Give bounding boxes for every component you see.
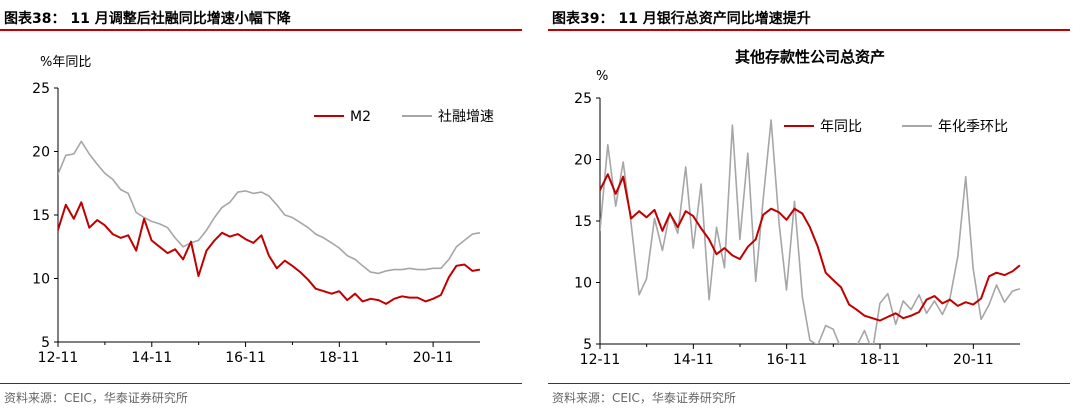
- y-axis-unit-label: %: [596, 69, 608, 84]
- y-tick-label: 25: [32, 81, 50, 97]
- x-tick-label: 18-11: [319, 350, 360, 366]
- x-tick-label: 18-11: [860, 352, 901, 368]
- figure-title: 图表39： 11 月银行总资产同比增速提升: [552, 11, 811, 27]
- source-divider: [548, 383, 1070, 384]
- y-tick-label: 10: [574, 276, 592, 292]
- figure-title: 图表38： 11 月调整后社融同比增速小幅下降: [4, 11, 291, 27]
- chart-title: 其他存款性公司总资产: [735, 48, 885, 66]
- x-tick-label: 12-11: [38, 350, 79, 366]
- y-tick-label: 20: [574, 153, 592, 169]
- x-tick-label: 20-11: [953, 352, 994, 368]
- series-line-M2: [58, 201, 481, 305]
- y-tick-label: 25: [574, 91, 592, 107]
- figure-38-panel: 图表38： 11 月调整后社融同比增速小幅下降 %年同比 5 10 15 20 25 12-…: [0, 0, 530, 416]
- legend-label: 社融增速: [438, 109, 494, 125]
- source-divider: [0, 383, 522, 384]
- y-tick-label: 5: [41, 335, 50, 351]
- y-tick-label: 15: [574, 214, 592, 230]
- x-tick-label: 20-11: [413, 350, 454, 366]
- x-tick-label: 14-11: [673, 352, 714, 368]
- series-line-年化季环比: [600, 119, 1021, 344]
- title-divider: [0, 29, 522, 31]
- y-axis-unit-label: %年同比: [40, 55, 91, 70]
- m2-social-financing-chart: %年同比 5 10 15 20 25 12-11 14-11 16-11 18-11 20-11 M2…: [32, 55, 494, 366]
- legend-label: 年化季环比: [938, 119, 1008, 135]
- x-tick-label: 16-11: [225, 350, 266, 366]
- figure-39-panel: 图表39： 11 月银行总资产同比增速提升 其他存款性公司总资产% 5 10 15 20…: [548, 0, 1078, 416]
- y-tick-label: 10: [32, 272, 50, 288]
- source-note: 资料来源：CEIC，华泰证券研究所: [552, 391, 736, 405]
- y-tick-label: 15: [32, 208, 50, 224]
- x-tick-label: 14-11: [131, 350, 172, 366]
- y-tick-label: 20: [32, 145, 50, 161]
- source-note: 资料来源：CEIC，华泰证券研究所: [4, 391, 188, 405]
- x-tick-label: 16-11: [766, 352, 807, 368]
- series-line-社融增速: [58, 140, 481, 275]
- bank-total-assets-chart: 其他存款性公司总资产% 5 10 15 20 25 12-11 14-11 16-11 18-11…: [574, 48, 1021, 368]
- legend-label: M2: [350, 109, 371, 125]
- title-divider: [548, 29, 1070, 31]
- legend-label: 年同比: [820, 119, 862, 135]
- series-line-年同比: [600, 173, 1021, 322]
- x-tick-label: 12-11: [580, 352, 621, 368]
- y-tick-label: 5: [583, 337, 592, 353]
